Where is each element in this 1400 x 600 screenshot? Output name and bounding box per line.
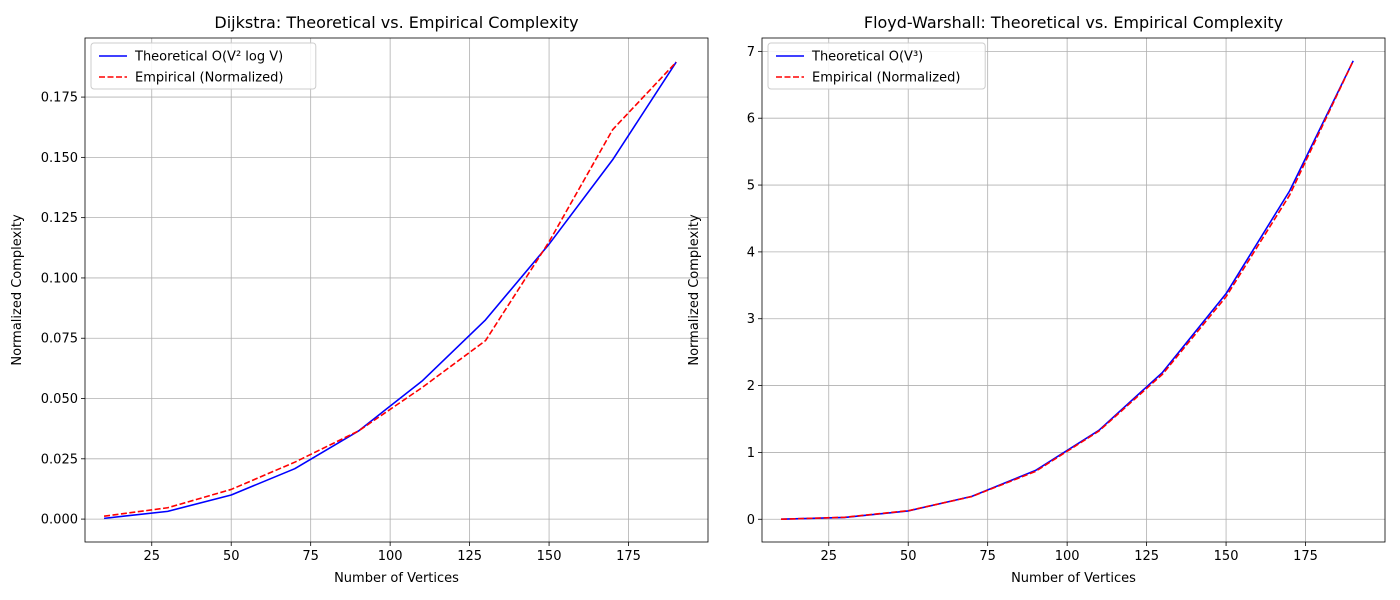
y-tick-label: 0.100 [41,271,78,286]
series-line-empirical-normalized [103,61,677,517]
chart-title: Dijkstra: Theoretical vs. Empirical Comp… [214,13,578,32]
legend-label-empirical: Empirical (Normalized) [135,71,283,86]
legend-label-empirical: Empirical (Normalized) [812,71,960,86]
y-tick-label: 4 [747,245,755,260]
legend-label-theoretical: Theoretical O(V³) [811,50,923,65]
y-tick-label: 6 [747,112,755,127]
y-tick-label: 0.000 [41,513,78,528]
y-tick-label: 0.050 [41,392,78,407]
x-tick-label: 125 [457,549,482,564]
y-tick-label: 0.175 [41,91,78,106]
x-tick-label: 150 [537,549,562,564]
x-tick-label: 25 [820,549,837,564]
y-tick-label: 1 [747,446,755,461]
x-tick-label: 50 [900,549,917,564]
y-axis-label: Normalized Complexity [687,214,702,366]
x-tick-label: 75 [302,549,319,564]
x-tick-label: 175 [616,549,641,564]
y-tick-label: 0 [747,513,755,528]
y-tick-label: 3 [747,312,755,327]
x-tick-label: 175 [1293,549,1318,564]
x-tick-label: 25 [143,549,160,564]
x-tick-label: 75 [979,549,996,564]
legend: Theoretical O(V² log V) Empirical (Norma… [90,42,317,90]
floyd-warshall-chart: 25 50 75 100 125 150 175 0 1 2 3 4 5 6 7 Floyd-Warshal… [687,13,1386,586]
series-line-theoretical-o-v-log-v [103,61,677,520]
x-tick-label: 125 [1134,549,1159,564]
dijkstra-chart: 25 50 75 100 125 150 175 0.000 0.025 0.050 0.075 0.… [10,13,709,586]
legend-label-theoretical: Theoretical O(V² log V) [134,50,283,65]
x-axis-label: Number of Vertices [1011,571,1136,586]
y-tick-label: 0.075 [41,332,78,347]
x-tick-label: 50 [223,549,240,564]
x-tick-label: 100 [378,549,403,564]
y-tick-label: 0.150 [41,151,78,166]
x-axis-label: Number of Vertices [334,571,459,586]
y-tick-label: 2 [747,379,755,394]
x-tick-label: 100 [1055,549,1080,564]
chart-title: Floyd-Warshall: Theoretical vs. Empirica… [864,13,1283,32]
series-line-empirical-normalized [781,60,1354,521]
x-tick-label: 150 [1214,549,1239,564]
y-tick-label: 0.025 [41,452,78,467]
y-tick-label: 7 [747,45,755,60]
y-tick-label: 5 [747,179,755,194]
y-tick-label: 0.125 [41,211,78,226]
y-axis-label: Normalized Complexity [10,214,25,366]
legend: Theoretical O(V³) Empirical (Normalized) [767,42,986,90]
